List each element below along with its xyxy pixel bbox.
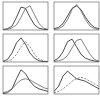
plot-area	[54, 5, 99, 30]
series-line	[54, 39, 99, 61]
panel	[54, 34, 99, 62]
panel	[54, 66, 99, 94]
plot-area	[54, 71, 99, 93]
series-line	[54, 6, 99, 29]
plot-area	[3, 70, 48, 94]
panel	[3, 66, 48, 94]
plot-frame	[3, 34, 48, 62]
plot-area	[3, 6, 48, 30]
series-line	[54, 71, 99, 91]
series-line	[54, 5, 99, 30]
page: {"chart_data": [ {"type": "line", "x": […	[0, 0, 100, 96]
plot-frame	[54, 34, 99, 62]
panel	[3, 2, 48, 30]
panel	[54, 2, 99, 30]
plot-frame	[54, 66, 99, 94]
plot-area	[54, 39, 99, 61]
panel	[3, 34, 48, 62]
series-line	[3, 6, 48, 30]
plot-frame	[3, 2, 48, 30]
series-line	[54, 39, 99, 61]
series-line	[3, 79, 48, 93]
series-line	[3, 42, 48, 62]
plot-frame	[54, 2, 99, 30]
figure	[0, 0, 100, 96]
series-line	[54, 77, 99, 92]
plot-area	[3, 38, 48, 62]
series-line	[3, 70, 48, 94]
plot-frame	[3, 66, 48, 94]
series-line	[3, 38, 48, 62]
